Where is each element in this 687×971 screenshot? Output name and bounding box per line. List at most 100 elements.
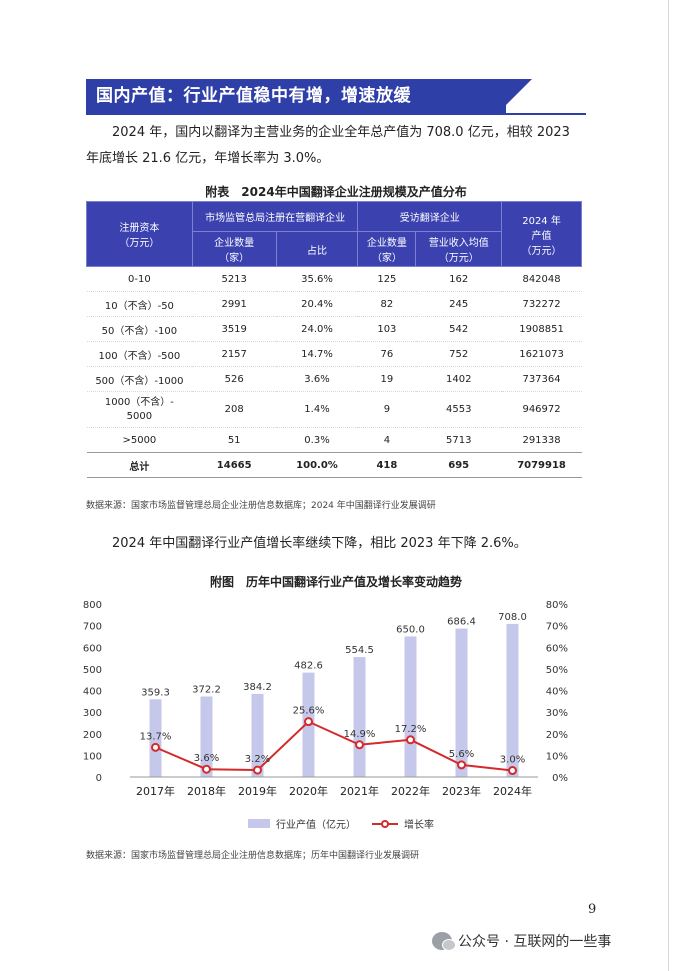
- bar-data-label: 686.4: [447, 617, 476, 628]
- cell-count: 5213: [192, 266, 277, 292]
- bar: [506, 623, 519, 777]
- bar: [200, 696, 213, 777]
- legend-bar-label: 行业产值（亿元）: [276, 818, 356, 831]
- cell-capital: >5000: [86, 427, 193, 453]
- cell-count: 14665: [192, 452, 277, 478]
- cell-share: 35.6%: [276, 266, 358, 292]
- line-data-label: 14.9%: [344, 729, 376, 740]
- chart-title: 附图 历年中国翻译行业产值及增长率变动趋势: [209, 575, 462, 589]
- cell-output: 946972: [501, 391, 582, 428]
- legend-line-label: 增长率: [404, 818, 434, 831]
- table-row: 10（不含）-50 2991 20.4% 82 245 732272: [86, 291, 582, 317]
- growth-rate-point: [508, 766, 517, 776]
- section-title: 国内产值：行业产值稳中有增，增速放缓: [86, 79, 506, 113]
- wechat-icon: [432, 932, 456, 951]
- legend-line-marker: [381, 820, 389, 828]
- legend-bar-swatch: [248, 819, 270, 828]
- table-source-note: 数据来源：国家市场监督管理总局企业注册信息数据库；2024 年中国翻译行业发展调…: [86, 501, 436, 511]
- y-right-tick-label: 60%: [546, 643, 568, 654]
- cell-survey-count: 125: [357, 266, 416, 292]
- cell-capital: 100（不含）-500: [86, 341, 193, 367]
- header-market-group: 市场监管总局注册在营翻译企业: [191, 201, 359, 232]
- cell-capital: 50（不含）-100: [86, 316, 193, 342]
- growth-rate-point: [457, 760, 466, 770]
- y-right-tick-label: 10%: [546, 751, 568, 762]
- cell-survey-count: 9: [357, 391, 416, 428]
- cell-output: 291338: [501, 427, 582, 453]
- cell-avg-revenue: 162: [415, 266, 502, 292]
- table-row: 50（不含）-100 3519 24.0% 103 542 1908851: [86, 316, 582, 342]
- intro-paragraph: 2024 年，国内以翻译为主营业务的企业全年总产值为 708.0 亿元，相较 2…: [86, 125, 570, 166]
- y-left-tick-label: 400: [83, 687, 102, 698]
- bar: [404, 636, 417, 777]
- y-right-tick-label: 30%: [546, 708, 568, 719]
- y-left-tick-label: 500: [83, 665, 102, 676]
- section-title-decoration: [498, 79, 532, 113]
- bar-data-label: 372.2: [192, 685, 221, 696]
- y-right-tick-label: 80%: [546, 600, 568, 611]
- line-data-label: 3.2%: [245, 754, 270, 765]
- cell-count: 526: [192, 366, 277, 392]
- cell-survey-count: 82: [357, 291, 416, 317]
- y-left-tick-label: 600: [83, 643, 102, 654]
- line-data-label: 3.0%: [500, 755, 525, 766]
- header-survey-group: 受访翻译企业: [357, 201, 503, 232]
- y-left-tick-label: 700: [83, 622, 102, 633]
- cell-share: 3.6%: [276, 366, 358, 392]
- line-data-label: 17.2%: [395, 724, 427, 735]
- header-capital: 注册资本 （万元）: [86, 201, 193, 267]
- y-right-tick-label: 50%: [546, 665, 568, 676]
- header-survey-count: 企业数量 （家）: [357, 231, 417, 267]
- x-tick-label: 2018年: [187, 784, 226, 798]
- growth-rate-point: [355, 740, 364, 750]
- cell-survey-count: 19: [357, 366, 416, 392]
- wechat-footer: 公众号 · 互联网的一些事: [432, 931, 611, 951]
- cell-survey-count: 103: [357, 316, 416, 342]
- cell-count: 208: [192, 391, 277, 428]
- section-divider: [86, 113, 586, 115]
- cell-avg-revenue: 5713: [415, 427, 502, 453]
- cell-count: 2157: [192, 341, 277, 367]
- bar-data-label: 650.0: [396, 624, 425, 635]
- bar: [251, 693, 264, 777]
- y-right-tick-label: 70%: [546, 622, 568, 633]
- cell-share: 20.4%: [276, 291, 358, 317]
- growth-rate-point: [151, 742, 160, 752]
- growth-rate-point: [304, 717, 313, 727]
- y-left-tick-label: 300: [83, 708, 102, 719]
- line-data-label: 5.6%: [449, 749, 474, 760]
- page-number: 9: [588, 902, 597, 917]
- x-tick-label: 2017年: [136, 784, 175, 798]
- cell-share: 14.7%: [276, 341, 358, 367]
- header-output: 2024 年 产值 （万元）: [501, 201, 582, 267]
- y-left-tick-label: 0: [96, 773, 102, 784]
- cell-avg-revenue: 695: [415, 452, 502, 478]
- y-left-tick-label: 200: [83, 730, 102, 741]
- cell-avg-revenue: 4553: [415, 391, 502, 428]
- table-row: 100（不含）-500 2157 14.7% 76 752 1621073: [86, 341, 582, 367]
- header-avg-revenue: 营业收入均值 （万元）: [415, 231, 503, 267]
- line-data-label: 25.6%: [293, 706, 325, 717]
- y-right-tick-label: 20%: [546, 730, 568, 741]
- bar-data-label: 554.5: [345, 645, 374, 656]
- output-growth-chart: 0 100 200 300 400 500 600 700 800 0% 10% 20% 30% 40% 5…: [83, 600, 568, 831]
- cell-share: 24.0%: [276, 316, 358, 342]
- y-left-tick-label: 800: [83, 600, 102, 611]
- y-right-tick-label: 40%: [546, 687, 568, 698]
- wechat-footer-text: 公众号 · 互联网的一些事: [458, 934, 612, 950]
- cell-avg-revenue: 245: [415, 291, 502, 317]
- cell-capital: 500（不含）-1000: [86, 366, 193, 392]
- bar-data-label: 482.6: [294, 661, 323, 672]
- page-edge: [668, 0, 669, 971]
- table-title: 附表 2024年中国翻译企业注册规模及产值分布: [205, 185, 467, 199]
- line-data-label: 3.6%: [194, 753, 219, 764]
- x-tick-label: 2020年: [289, 784, 328, 798]
- y-left-tick-label: 100: [83, 751, 102, 762]
- cell-capital: 1000（不含）- 5000: [86, 391, 193, 428]
- cell-output: 737364: [501, 366, 582, 392]
- header-share: 占比: [275, 231, 359, 267]
- growth-rate-line: [155, 720, 513, 772]
- bar: [353, 657, 366, 777]
- cell-output: 732272: [501, 291, 582, 317]
- bar-data-label: 384.2: [243, 682, 272, 693]
